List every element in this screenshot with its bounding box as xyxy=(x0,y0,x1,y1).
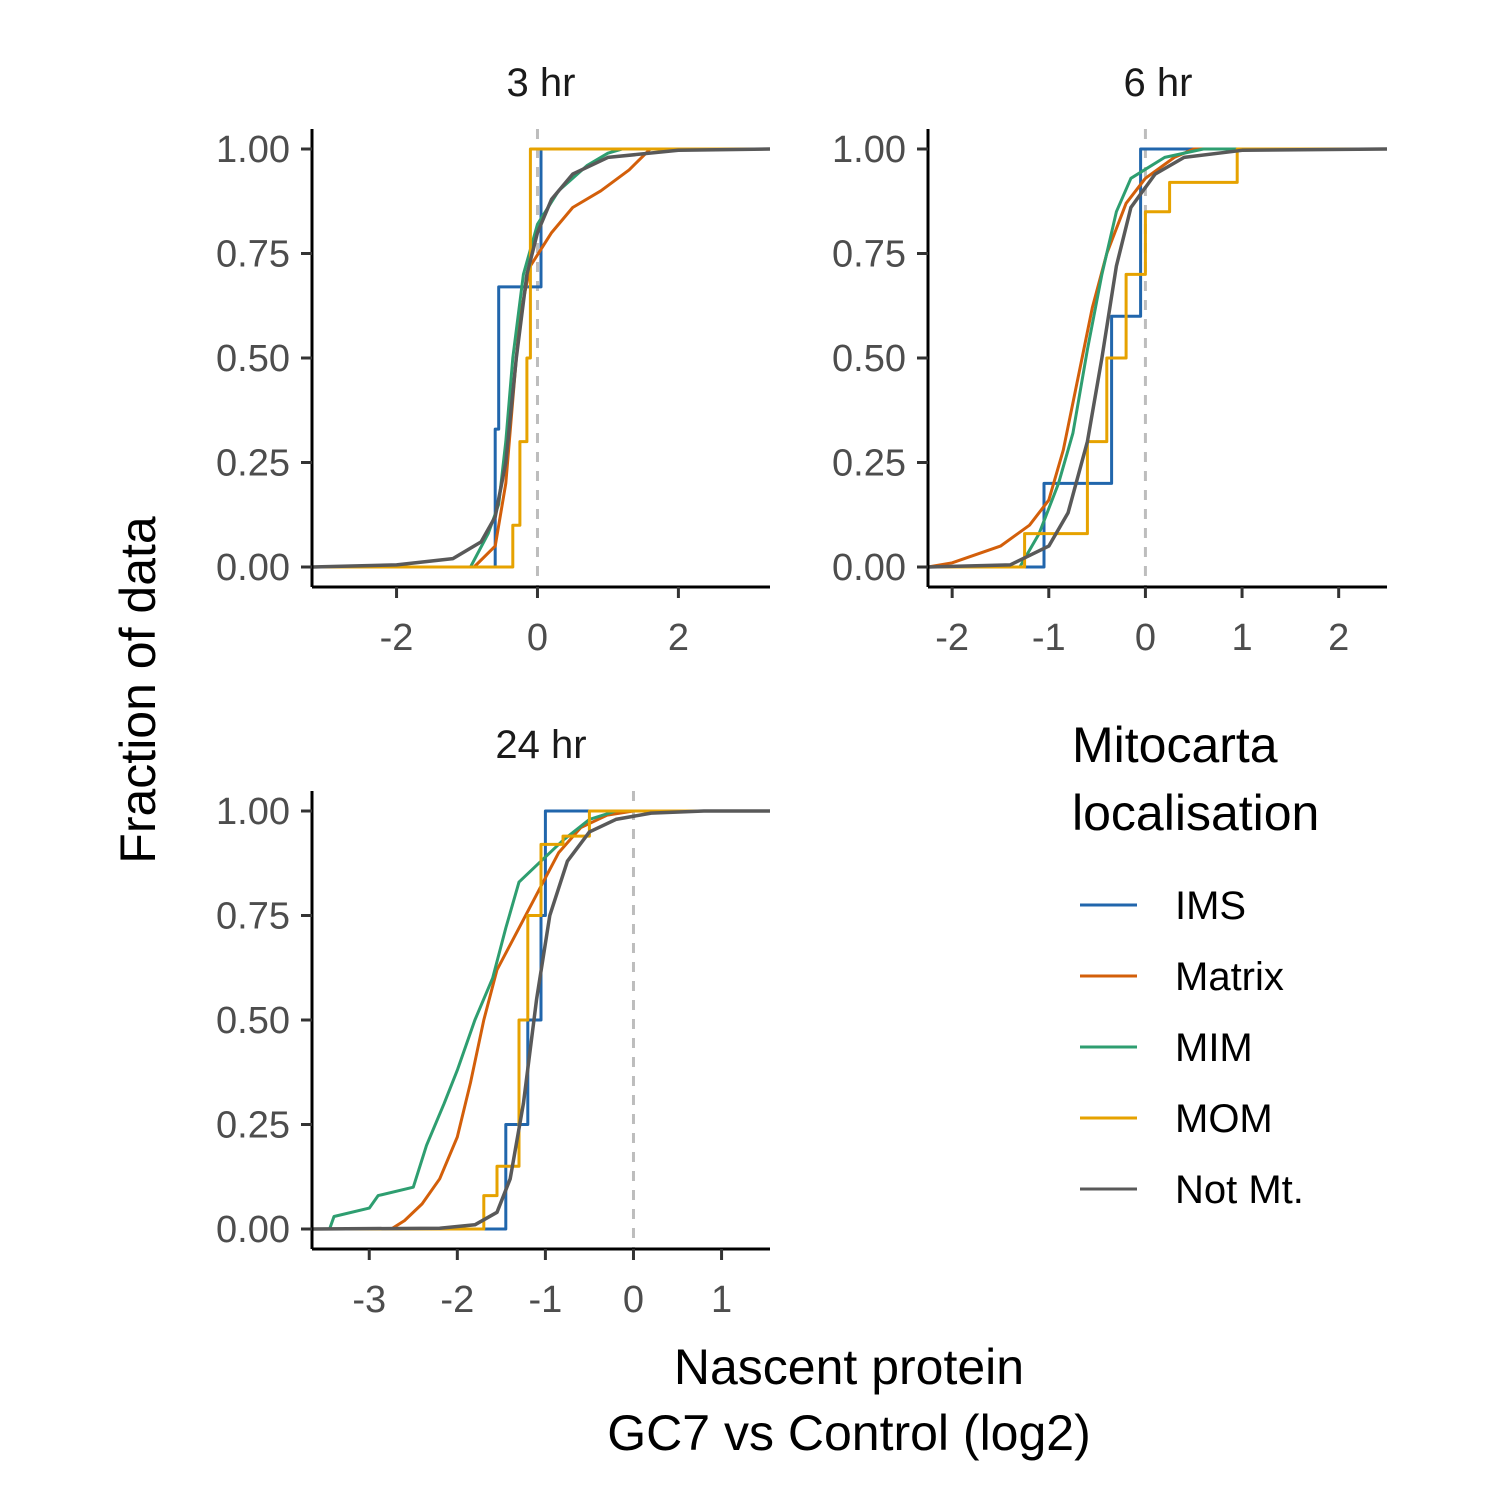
series-line-mim xyxy=(928,147,1387,569)
x-tick-label: -1 xyxy=(529,1279,563,1321)
y-tick-label: 1.00 xyxy=(216,129,290,171)
y-tick-label: 0.25 xyxy=(216,1105,290,1147)
y-tick-label: 0.75 xyxy=(216,234,290,276)
panel-3hr: 3 hr 0.00 0.25 0.50 0.75 1.00 -2 0 2 xyxy=(216,61,771,659)
y-tick-label: 0.50 xyxy=(832,338,906,380)
y-tick-label: 0.75 xyxy=(216,896,290,938)
y-tick-label: 1.00 xyxy=(832,129,906,171)
legend-title-line1: Mitocarta xyxy=(1072,717,1278,773)
y-tick-label: 0.25 xyxy=(216,443,290,485)
series-line-not-mt xyxy=(311,147,771,569)
series-line-matrix xyxy=(927,147,1387,569)
y-tick-label: 0.00 xyxy=(832,547,906,589)
y-tick-label: 0.00 xyxy=(216,1209,290,1251)
series-line-mom xyxy=(928,147,1387,569)
series-line-not-mt xyxy=(927,147,1388,569)
panel-title: 24 hr xyxy=(495,723,586,767)
x-tick-label: -2 xyxy=(440,1279,474,1321)
x-axis-title-line2: GC7 vs Control (log2) xyxy=(607,1405,1091,1461)
y-tick-label: 0.75 xyxy=(832,234,906,276)
x-axis-title-line1: Nascent protein xyxy=(674,1339,1024,1395)
legend-label: Matrix xyxy=(1175,955,1284,999)
x-tick-label: 0 xyxy=(623,1279,644,1321)
x-tick-label: 0 xyxy=(1135,617,1156,659)
x-tick-label: -1 xyxy=(1032,617,1066,659)
x-tick-label: 1 xyxy=(1231,617,1252,659)
series-line-not-mt xyxy=(311,809,770,1231)
series-line-ims xyxy=(928,147,1387,569)
legend-label: MOM xyxy=(1175,1097,1273,1141)
series-line-mim xyxy=(312,147,770,569)
panel-24hr: 24 hr 0.00 0.25 0.50 0.75 1.00 -3 -2 -1 0 1 xyxy=(216,723,770,1321)
y-tick-label: 0.00 xyxy=(216,547,290,589)
series-line-ims xyxy=(312,147,770,569)
x-tick-label: 0 xyxy=(527,617,548,659)
x-tick-label: 2 xyxy=(668,617,689,659)
panel-title: 3 hr xyxy=(507,61,576,105)
panel-title: 6 hr xyxy=(1124,61,1193,105)
y-tick-label: 0.50 xyxy=(216,338,290,380)
panel-6hr: 6 hr 0.00 0.25 0.50 0.75 1.00 -2 -1 0 1 2 xyxy=(832,61,1388,659)
x-tick-label: 1 xyxy=(711,1279,732,1321)
x-tick-label: 2 xyxy=(1328,617,1349,659)
y-axis-title: Fraction of data xyxy=(110,516,166,864)
series-line-mom xyxy=(312,809,770,1231)
legend: Mitocarta localisation IMS Matrix MIM MOM No… xyxy=(1072,717,1319,1212)
legend-label: IMS xyxy=(1175,884,1246,928)
y-tick-label: 0.25 xyxy=(832,443,906,485)
legend-title-line2: localisation xyxy=(1072,785,1319,841)
y-tick-label: 0.50 xyxy=(216,1000,290,1042)
y-tick-label: 1.00 xyxy=(216,791,290,833)
x-tick-label: -2 xyxy=(380,617,414,659)
x-tick-label: -3 xyxy=(352,1279,386,1321)
legend-label: MIM xyxy=(1175,1026,1253,1070)
legend-label: Not Mt. xyxy=(1175,1168,1304,1212)
x-tick-label: -2 xyxy=(935,617,969,659)
